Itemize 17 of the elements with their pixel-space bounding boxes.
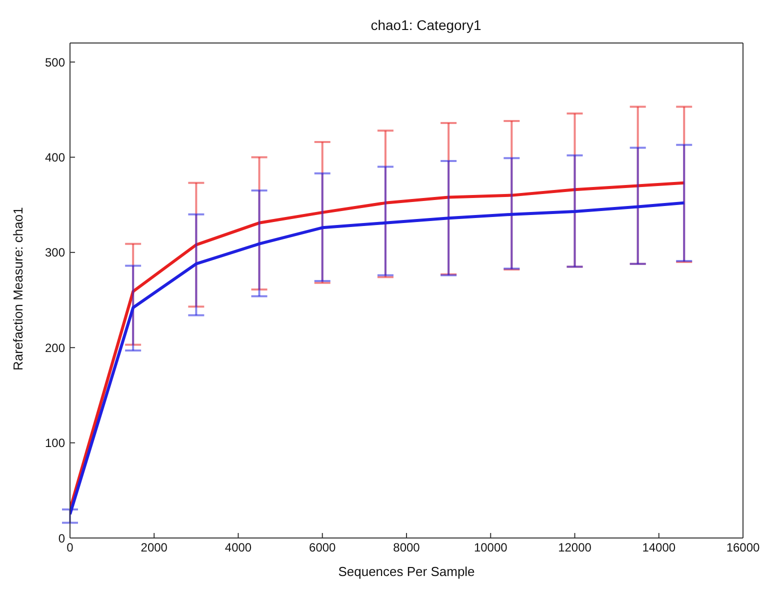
x-tick-label: 6000 [309,540,336,555]
x-tick-label: 2000 [140,540,168,555]
x-tick-label: 16000 [726,540,760,555]
x-tick-label: 8000 [393,540,420,555]
y-axis-title: Rarefaction Measure: chao1 [10,207,26,370]
y-tick-label: 200 [44,340,66,355]
x-tick-label: 10000 [474,540,508,555]
y-tick-label: 0 [58,531,66,546]
x-tick-label: 12000 [558,540,592,555]
y-tick-label: 500 [44,55,66,70]
x-axis-title: Sequences Per Sample [338,564,475,579]
x-tick-label: 4000 [224,540,252,555]
y-tick-label: 300 [44,246,66,260]
y-tick-label: 400 [44,150,66,164]
chart-title: chao1: Category1 [370,17,482,33]
x-tick-label: 14000 [642,540,676,555]
y-tick-label: 100 [44,436,66,450]
